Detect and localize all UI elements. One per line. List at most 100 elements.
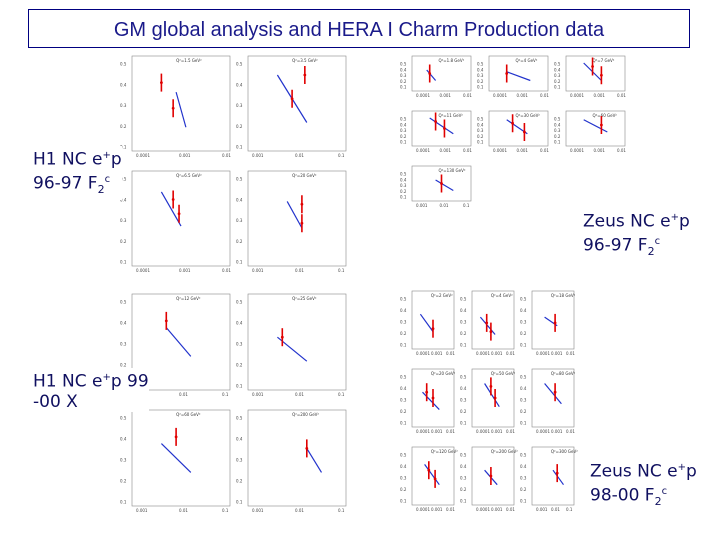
x-tick-label: 0.1 bbox=[566, 507, 573, 512]
y-tick-label: 0.1 bbox=[400, 195, 407, 200]
y-tick-label: 0.3 bbox=[554, 128, 561, 133]
h1-bottom-grid: Q²=12 GeV²0.50.40.30.20.10.0010.010.1Q²=… bbox=[120, 293, 347, 513]
y-tick-label: 0.4 bbox=[236, 197, 243, 202]
y-tick-label: 0.5 bbox=[520, 453, 527, 458]
y-tick-label: 0.4 bbox=[120, 82, 127, 87]
x-tick-label: 0.0001 bbox=[476, 429, 490, 434]
subplot: Q²=3.5 GeV² 0.5 0.4 0.3 0.2 0.1 0.001 0.01 0.1 bbox=[236, 55, 347, 158]
x-tick-label: 0.1 bbox=[463, 203, 470, 208]
y-tick-label: 0.1 bbox=[460, 343, 467, 348]
y-tick-label: 0.5 bbox=[236, 300, 243, 305]
y-tick-label: 0.3 bbox=[400, 183, 407, 188]
y-tick-label: 0.1 bbox=[120, 145, 127, 150]
y-tick-label: 0.1 bbox=[400, 343, 407, 348]
y-tick-label: 0.4 bbox=[460, 464, 467, 469]
y-tick-label: 0.4 bbox=[520, 386, 527, 391]
y-tick-label: 0.3 bbox=[460, 398, 467, 403]
theory-curve bbox=[429, 117, 454, 135]
data-point bbox=[305, 447, 309, 450]
q2-label: Q²=4 GeV² bbox=[491, 293, 513, 298]
plot-frame bbox=[131, 409, 231, 507]
theory-curve bbox=[479, 316, 496, 335]
x-tick-label: 0.01 bbox=[295, 392, 304, 397]
plot-frame bbox=[471, 446, 515, 506]
y-tick-label: 0.5 bbox=[120, 300, 127, 305]
x-tick-label: 0.01 bbox=[617, 148, 626, 153]
y-tick-label: 0.2 bbox=[236, 363, 243, 368]
y-tick-label: 0.3 bbox=[477, 128, 484, 133]
data-point bbox=[290, 97, 294, 101]
data-point bbox=[431, 396, 435, 400]
y-tick-label: 0.4 bbox=[400, 122, 407, 127]
data-point bbox=[160, 81, 163, 84]
y-tick-label: 0.4 bbox=[400, 386, 407, 391]
label-zeus-9800: Zeus NC e+p 98-00 F2c bbox=[590, 458, 697, 512]
x-tick-label: 0.0001 bbox=[536, 351, 550, 356]
zeus-bottom-plots: Q²=2 GeV² 0.5 0.4 0.3 0.2 0.1 0.0001 0.001 0.01 Q… bbox=[398, 285, 580, 520]
y-tick-label: 0.2 bbox=[120, 124, 127, 129]
x-tick-label: 0.0001 bbox=[136, 268, 150, 273]
data-point bbox=[434, 120, 437, 123]
plot-frame bbox=[531, 290, 575, 350]
y-tick-label: 0.2 bbox=[120, 479, 127, 484]
x-tick-label: 0.01 bbox=[295, 508, 304, 513]
theory-curve bbox=[160, 443, 192, 473]
y-tick-label: 0.3 bbox=[120, 218, 127, 223]
y-tick-label: 0.1 bbox=[554, 140, 561, 145]
y-tick-label: 0.2 bbox=[400, 189, 407, 194]
x-tick-label: 0.001 bbox=[252, 268, 264, 273]
subplot: Q²=300 GeV² 0.5 0.4 0.3 0.2 0.1 0.001 0.01 0.1 bbox=[520, 446, 578, 512]
plot-frame bbox=[411, 446, 455, 506]
y-tick-label: 0.3 bbox=[400, 128, 407, 133]
x-tick-label: 0.01 bbox=[540, 148, 549, 153]
data-point bbox=[489, 474, 493, 478]
y-tick-label: 0.3 bbox=[400, 320, 407, 325]
h1-top-plots: Q²=1.5 GeV² 0.5 0.4 0.3 0.2 0.1 0.0001 0.001 0.0… bbox=[118, 50, 350, 280]
y-tick-label: 0.5 bbox=[120, 177, 127, 182]
x-tick-label: 0.0001 bbox=[416, 507, 430, 512]
x-tick-label: 0.0001 bbox=[570, 93, 584, 98]
x-tick-label: 0.01 bbox=[222, 268, 231, 273]
y-tick-label: 0.5 bbox=[400, 375, 407, 380]
y-tick-label: 0.1 bbox=[554, 85, 561, 90]
theory-curve bbox=[484, 383, 500, 408]
data-point bbox=[177, 212, 181, 216]
plot-frame bbox=[131, 55, 231, 152]
y-tick-label: 0.4 bbox=[520, 464, 527, 469]
theory-curve bbox=[165, 327, 192, 357]
theory-curve bbox=[286, 201, 303, 229]
x-tick-label: 0.001 bbox=[594, 93, 606, 98]
theory-curve bbox=[583, 119, 608, 133]
y-tick-label: 0.4 bbox=[236, 437, 243, 442]
q2-label: Q²=60 GeV² bbox=[593, 113, 618, 118]
theory-curve bbox=[544, 383, 562, 405]
y-tick-label: 0.4 bbox=[460, 308, 467, 313]
x-tick-label: 0.1 bbox=[338, 392, 345, 397]
y-tick-label: 0.4 bbox=[400, 177, 407, 182]
x-tick-label: 0.01 bbox=[463, 93, 472, 98]
subplot: Q²=80 GeV² 0.5 0.4 0.3 0.2 0.1 0.0001 0.001 0.01 bbox=[520, 368, 576, 434]
x-tick-label: 0.01 bbox=[179, 392, 188, 397]
subplot: Q²=20 GeV² 0.5 0.4 0.3 0.2 0.1 0.0001 0.001 0.01 bbox=[400, 368, 456, 434]
subplot: Q²=50 GeV² 0.5 0.4 0.3 0.2 0.1 0.0001 0.001 0.01 bbox=[460, 368, 516, 434]
y-tick-label: 0.1 bbox=[460, 499, 467, 504]
y-tick-label: 0.2 bbox=[400, 487, 407, 492]
q2-label: Q²=300 GeV² bbox=[551, 449, 578, 454]
data-point bbox=[433, 477, 437, 481]
q2-label: Q²=200 GeV² bbox=[491, 449, 518, 454]
theory-curve bbox=[424, 464, 440, 486]
x-tick-label: 0.01 bbox=[540, 93, 549, 98]
y-tick-label: 0.2 bbox=[400, 79, 407, 84]
y-tick-label: 0.1 bbox=[460, 421, 467, 426]
theory-curve bbox=[506, 71, 531, 82]
plot-frame bbox=[488, 110, 549, 147]
y-tick-label: 0.5 bbox=[477, 117, 484, 122]
x-tick-label: 0.001 bbox=[431, 507, 443, 512]
theory-curve bbox=[435, 179, 454, 192]
x-tick-label: 0.0001 bbox=[570, 148, 584, 153]
data-point bbox=[523, 130, 526, 134]
x-tick-label: 0.01 bbox=[446, 429, 455, 434]
q2-label: Q²=200 GeV² bbox=[292, 412, 319, 417]
y-tick-label: 0.1 bbox=[120, 260, 127, 265]
subplot: Q²=18 GeV² 0.5 0.4 0.3 0.2 0.1 0.0001 0.001 0.01 bbox=[520, 290, 576, 356]
